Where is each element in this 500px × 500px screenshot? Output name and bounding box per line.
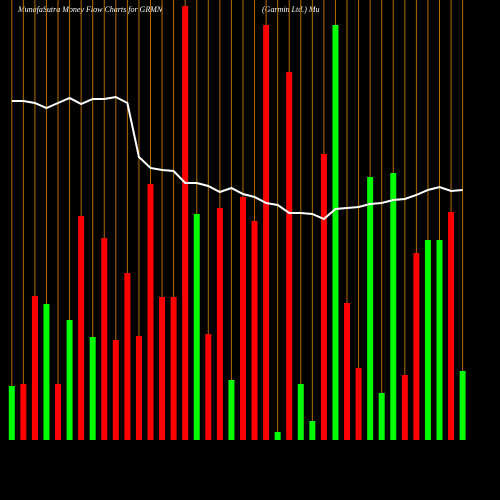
chart-title: MunafaSutra Money Flow Charts for GRMN	[17, 5, 163, 14]
bar	[378, 393, 385, 440]
bar	[344, 303, 351, 440]
bar	[320, 154, 327, 440]
bar	[263, 25, 270, 440]
bar	[193, 214, 200, 440]
bar	[135, 336, 142, 440]
bar	[20, 384, 27, 440]
bar	[239, 197, 246, 440]
bar	[274, 432, 281, 440]
money-flow-line	[11, 95, 463, 221]
bar	[112, 340, 119, 440]
bar	[367, 177, 374, 440]
bar	[286, 72, 293, 440]
bar	[31, 296, 38, 440]
bar	[216, 208, 223, 440]
bar	[436, 240, 443, 440]
bar	[355, 368, 362, 440]
bar	[205, 334, 212, 440]
bar	[101, 238, 108, 440]
bar	[182, 6, 189, 440]
chart-subtitle: (Garmin Ltd.) Mu	[262, 5, 320, 14]
bar	[424, 240, 431, 440]
bar	[251, 221, 258, 440]
bar	[55, 384, 62, 440]
bar	[147, 184, 154, 440]
bar	[448, 212, 455, 440]
bar	[66, 320, 73, 440]
bar	[297, 384, 304, 440]
bar	[159, 297, 166, 440]
bar	[413, 253, 420, 440]
bar	[390, 173, 397, 440]
bar	[8, 386, 15, 440]
bar	[309, 421, 316, 440]
bar	[228, 380, 235, 440]
bar	[124, 273, 131, 440]
bar	[459, 371, 466, 440]
bar	[170, 297, 177, 440]
bar	[78, 216, 85, 440]
bar	[89, 337, 96, 440]
bar	[401, 375, 408, 440]
bar	[43, 304, 50, 440]
bar	[332, 25, 339, 440]
